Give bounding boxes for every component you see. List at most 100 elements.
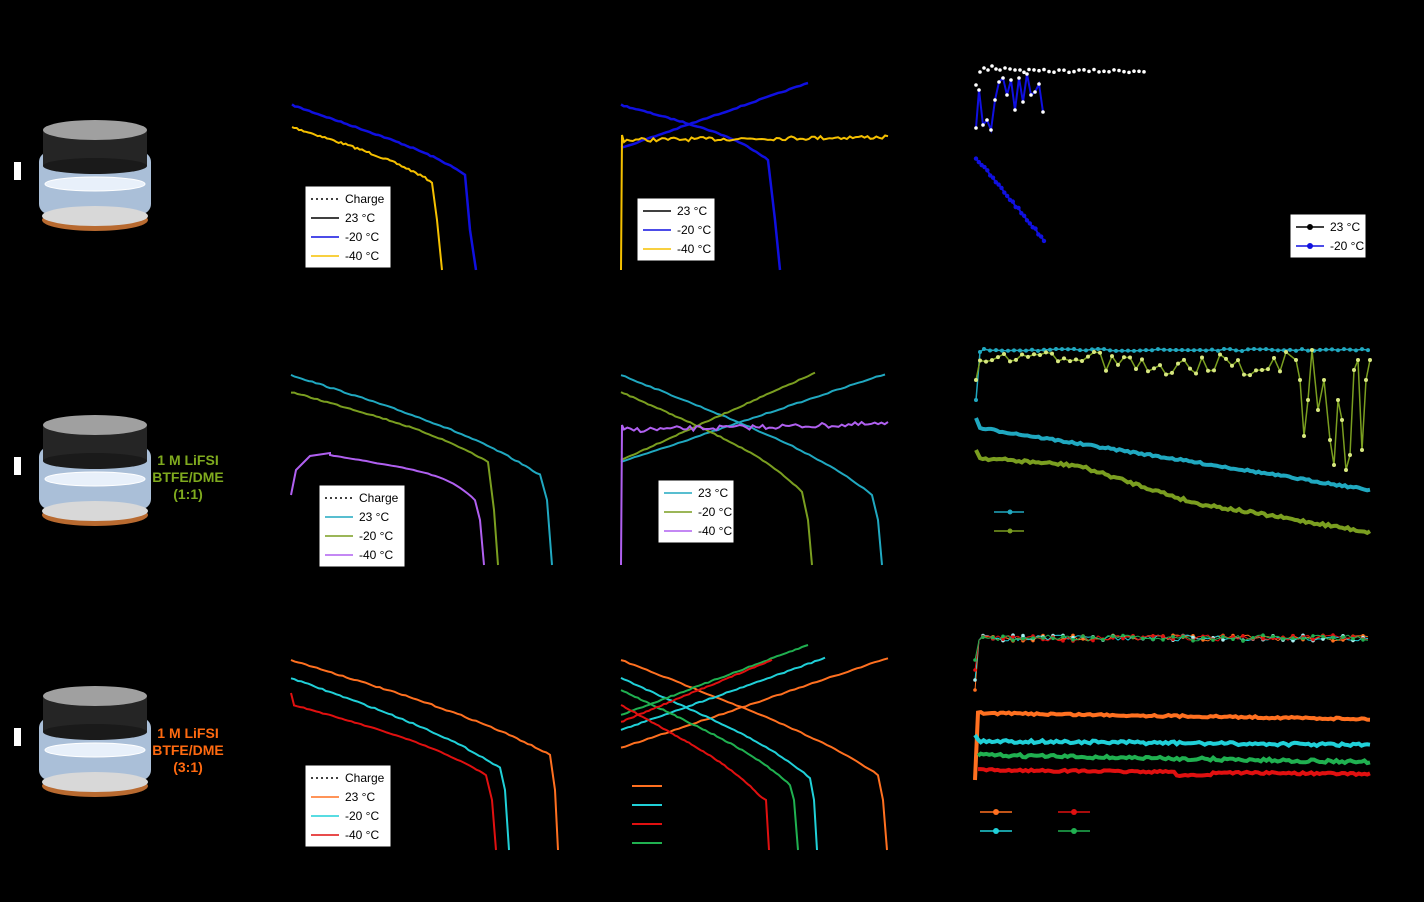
r1-ce-23-point [1132,348,1136,353]
r2-cap-green-line [976,751,1371,766]
r1-ce-minus20-point [984,359,988,364]
legend-label: -20 °C [359,529,393,543]
r2-cap-23-line [973,709,1371,781]
r1-ce-23-point [1192,348,1196,353]
r2-ce-point-3 [1241,639,1245,643]
r1-ce-minus20-point [1170,370,1174,375]
r2-ce-point-3 [1361,638,1365,642]
r1-ce-23-point [1156,347,1160,352]
legend-box [1289,213,1367,259]
r1-ce-minus20-point [1254,368,1258,373]
legend-box [304,185,392,269]
r1-ce-minus20-point [1146,369,1150,374]
r2-ce-point-3 [1171,634,1175,639]
ce-23-point [1092,67,1096,72]
r1-ce-minus20-point [1302,434,1306,438]
r1-ce-23-point [1000,348,1004,353]
r1-ce-23-point [1318,347,1322,352]
r1-ce-23-point [994,348,998,353]
r2-ce-point-1 [973,678,977,682]
legend-label: 23 °C [1330,220,1360,234]
r1-ce-23-point [982,347,986,352]
r1-voltage-legend: Charge 23 °C -20 °C -40 °C [318,484,406,568]
r2-cd-charge-minus20 [620,656,826,731]
r2-ce-point-2 [1011,635,1015,640]
r1-ce-23-point [1024,348,1028,353]
ce-minus20-point [977,88,981,92]
bottom-disc [42,206,148,226]
cap-minus20-point [982,164,987,170]
r1-ce-23-point [1354,348,1358,353]
cathode-top [43,686,147,706]
cap-minus20-point [1010,199,1016,204]
ce-23-point [982,66,986,70]
ce-minus20-point [974,126,978,130]
legend-label: Charge [359,491,399,505]
r1-ce-23-point [1006,348,1010,353]
r1-ce-23-point [1108,348,1112,353]
legend-label: -20 °C [345,230,379,244]
r1-ce-23-point [1306,348,1310,353]
cap-minus20-point [1016,205,1021,211]
r1-ce-23-point [1186,348,1190,353]
r1-ce-23-point [1072,347,1076,352]
r2-ce-point-3 [1271,634,1275,639]
r2-ce-point-3 [981,635,985,639]
legend-box [304,764,392,848]
r1-ce-minus20-point [1152,366,1156,371]
legend-label: 23 °C [345,790,375,804]
r1-cap-minus20-line [974,449,1372,536]
r2-ce-point-0 [973,688,977,692]
ce-minus20-point [989,128,993,132]
r1-ce-minus20-point [1008,359,1012,364]
r1-ce-minus20-point [1182,357,1186,362]
r1-ce-23-point [1300,347,1304,352]
r2-ce-point-3 [1061,634,1065,639]
r2-ce-point-2 [1161,634,1165,639]
r0-voltage-legend: Charge 23 °C -20 °C -40 °C [304,185,392,269]
r1-ce-minus20-point [1360,448,1364,452]
ce-23-point [1107,69,1111,74]
cap-minus20-point [985,168,990,173]
r1-ce-minus20-point [1260,367,1264,372]
r2-ce-point-3 [1071,638,1075,642]
ce-23-point [1087,69,1091,74]
r1-ce-minus20-point [974,378,978,382]
r1-cycling [974,347,1372,536]
cap-minus20-point [1041,238,1047,244]
r1-ce-minus20-point [990,358,994,363]
r1-ce-23-point [1222,347,1226,352]
r2-ce-point-3 [1291,636,1295,641]
r2-cycle-legend-marker-1 [993,828,999,834]
r2-ce-point-3 [1011,638,1015,642]
r1-ce-23-point [1294,348,1298,353]
r1-ce-minus20-point [1230,363,1234,368]
r1-ce-23-point [1012,348,1016,353]
r1-ce-minus20-point [1194,371,1198,376]
r2-ce-point-3 [1021,637,1025,641]
r1-ce-23-point [1174,348,1178,353]
r1-ce-23-point [1210,347,1214,352]
r1-cd-charge-minus20 [620,371,816,461]
r1-ce-23-point [1162,347,1166,352]
ce-minus20-point [1013,108,1017,112]
r1-ce-23-point [1138,348,1142,353]
r1-ce-23-point [1240,348,1244,353]
r2-ce-point-3 [1151,637,1155,642]
row-marker [14,162,21,180]
cap-minus20-point [1033,226,1038,231]
plot-area [290,64,1372,851]
ce-23-point [1137,69,1141,74]
ce-minus20-point [1029,93,1033,97]
r1-ce-minus20-point [1352,368,1356,372]
r1-ce-minus20-point [1032,352,1036,357]
legend-label: 23 °C [677,204,707,218]
r1-ce-23-point [1102,347,1106,352]
r2-ce-point-3 [1181,634,1185,639]
r1-ce-minus20-point [1110,354,1114,359]
ce-23-point [986,68,990,72]
ce-23-point [1008,67,1012,71]
r2-ce-point-3 [1091,635,1095,640]
r1-ce-minus20-point [1248,373,1252,378]
